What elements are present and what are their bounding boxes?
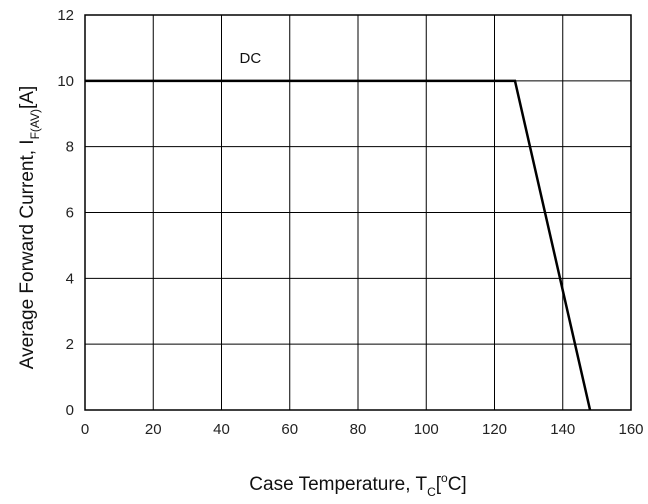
y-tick-label: 8: [66, 139, 74, 156]
y-tick-label: 12: [57, 7, 74, 24]
y-tick-label: 0: [66, 402, 74, 419]
y-tick-label: 2: [66, 336, 74, 353]
x-tick-label: 80: [350, 421, 367, 438]
x-axis-label: Case Temperature, TC[oC]: [249, 471, 466, 499]
x-tick-label: 20: [145, 421, 162, 438]
x-axis-label-main: Case Temperature, T: [249, 474, 427, 495]
y-axis-label-unit: [A]: [17, 86, 38, 109]
x-axis-label-degree: o: [441, 471, 448, 485]
y-tick-labels: 0 2 4 6 8 10 12: [57, 7, 74, 419]
x-tick-label: 100: [414, 421, 439, 438]
x-tick-labels: 0 20 40 60 80 100 120 140 160: [81, 421, 644, 438]
x-axis-label-close: C]: [448, 474, 467, 495]
x-tick-label: 0: [81, 421, 89, 438]
x-tick-label: 140: [550, 421, 575, 438]
x-tick-label: 60: [281, 421, 298, 438]
y-axis-label-main: Average Forward Current, I: [17, 139, 38, 369]
grid-lines: [84, 14, 632, 411]
series-lines: [85, 79, 592, 411]
x-tick-label: 120: [482, 421, 507, 438]
y-tick-label: 6: [66, 205, 74, 222]
x-tick-label: 40: [213, 421, 230, 438]
x-axis-label-open: [: [436, 474, 442, 495]
y-axis-label: Average Forward Current, IF(AV)[A]: [17, 86, 42, 370]
y-tick-label: 4: [66, 270, 74, 287]
series-line: [85, 79, 592, 411]
y-axis-label-sub: F(AV): [28, 109, 42, 139]
x-axis-label-sub: C: [427, 485, 436, 499]
dc-annotation: DC: [240, 50, 262, 67]
y-tick-label: 10: [57, 73, 74, 90]
plot-frame: [84, 14, 632, 411]
x-tick-label: 160: [618, 421, 643, 438]
